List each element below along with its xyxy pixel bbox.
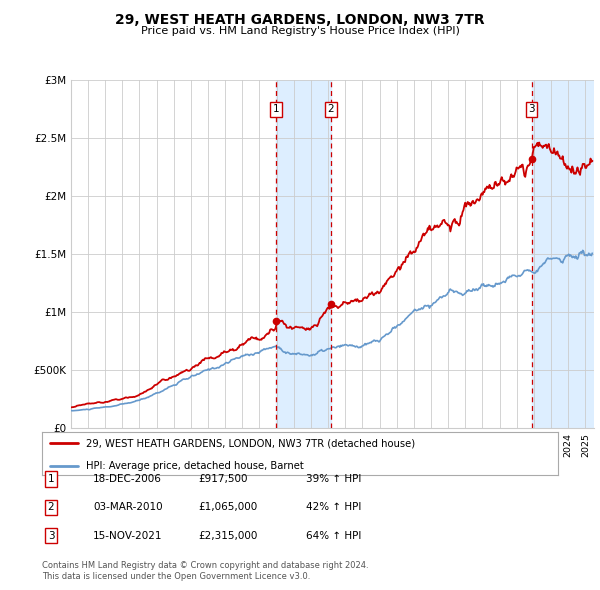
Text: £1,065,000: £1,065,000 — [198, 503, 257, 512]
Text: 29, WEST HEATH GARDENS, LONDON, NW3 7TR: 29, WEST HEATH GARDENS, LONDON, NW3 7TR — [115, 13, 485, 27]
Bar — [276, 80, 331, 428]
Text: 29, WEST HEATH GARDENS, LONDON, NW3 7TR (detached house): 29, WEST HEATH GARDENS, LONDON, NW3 7TR … — [86, 438, 415, 448]
Text: 3: 3 — [47, 531, 55, 540]
Text: 2: 2 — [47, 503, 55, 512]
Bar — [532, 80, 594, 428]
Text: £917,500: £917,500 — [198, 474, 248, 484]
Text: 64% ↑ HPI: 64% ↑ HPI — [306, 531, 361, 540]
Text: 2: 2 — [328, 104, 334, 114]
Text: £2,315,000: £2,315,000 — [198, 531, 257, 540]
Text: 39% ↑ HPI: 39% ↑ HPI — [306, 474, 361, 484]
Text: 03-MAR-2010: 03-MAR-2010 — [93, 503, 163, 512]
Text: 1: 1 — [47, 474, 55, 484]
Text: 15-NOV-2021: 15-NOV-2021 — [93, 531, 163, 540]
Text: Price paid vs. HM Land Registry's House Price Index (HPI): Price paid vs. HM Land Registry's House … — [140, 26, 460, 36]
Text: This data is licensed under the Open Government Licence v3.0.: This data is licensed under the Open Gov… — [42, 572, 310, 581]
Text: Contains HM Land Registry data © Crown copyright and database right 2024.: Contains HM Land Registry data © Crown c… — [42, 561, 368, 570]
Text: HPI: Average price, detached house, Barnet: HPI: Average price, detached house, Barn… — [86, 461, 304, 471]
Text: 18-DEC-2006: 18-DEC-2006 — [93, 474, 162, 484]
Text: 42% ↑ HPI: 42% ↑ HPI — [306, 503, 361, 512]
Text: 1: 1 — [272, 104, 279, 114]
Text: 3: 3 — [529, 104, 535, 114]
